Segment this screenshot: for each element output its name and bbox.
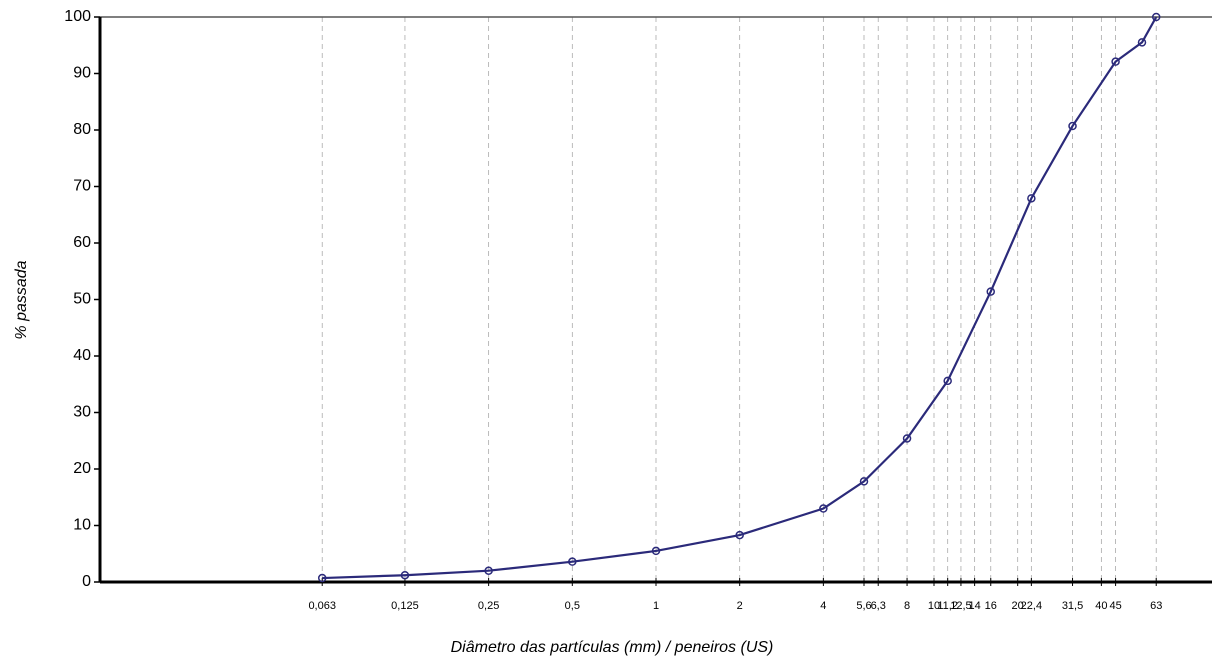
data-point	[735, 530, 744, 540]
x-tick-label: 45	[1109, 600, 1121, 612]
data-point	[1111, 57, 1120, 66]
x-tick-label: 8	[904, 600, 910, 612]
data-point	[819, 504, 828, 513]
x-tick-label: 0,063	[308, 600, 336, 612]
data-line	[322, 16, 1158, 580]
x-tick-label: 5,6	[856, 600, 871, 612]
y-tick-label: 10	[73, 517, 91, 534]
y-tick-label: 20	[73, 460, 91, 477]
y-tick-label: 30	[73, 404, 91, 421]
x-tick-label: 40	[1095, 600, 1107, 612]
y-tick-label: 50	[73, 291, 91, 308]
y-tick-label: 90	[73, 65, 91, 82]
data-point	[1068, 121, 1077, 131]
y-tick-label: 70	[73, 178, 91, 195]
data-point	[902, 434, 912, 443]
y-tick-label: 60	[73, 234, 91, 251]
x-tick-label: 6,3	[871, 600, 886, 612]
x-tick-label: 11,2	[937, 600, 958, 612]
x-tick-label: 16	[985, 600, 997, 612]
data-point	[1137, 38, 1147, 47]
data-point	[943, 376, 952, 386]
x-tick-label: 0,25	[478, 600, 499, 612]
data-point	[484, 566, 493, 575]
y-tick-label: 80	[73, 121, 91, 138]
data-point	[651, 546, 661, 556]
y-tick-label: 0	[82, 573, 91, 590]
x-tick-label: 14	[968, 600, 980, 612]
x-axis-label: Diâmetro das partículas (mm) / peneiros …	[451, 639, 774, 656]
x-tick-label: 4	[820, 600, 826, 612]
x-tick-label: 20	[1012, 600, 1024, 612]
y-axis-label: % passada	[13, 260, 30, 339]
data-point	[317, 573, 327, 583]
x-tick-label: 22,4	[1021, 600, 1042, 612]
data-point	[859, 477, 869, 486]
x-tick-label: 10	[928, 600, 940, 612]
y-tick-label: 40	[73, 347, 91, 364]
data-point	[400, 570, 410, 580]
data-point	[1027, 194, 1036, 203]
x-tick-label: 12,5	[950, 600, 971, 612]
x-tick-label: 0,125	[391, 600, 419, 612]
x-tick-label: 1	[653, 600, 659, 612]
y-tick-label: 100	[64, 8, 91, 25]
x-tick-label: 63	[1150, 600, 1162, 612]
data-point	[568, 557, 577, 566]
x-tick-label: 2	[737, 600, 743, 612]
x-tick-label: 31,5	[1062, 600, 1083, 612]
x-tick-label: 0,5	[565, 600, 580, 612]
data-point	[1151, 12, 1161, 22]
data-point	[986, 287, 995, 296]
